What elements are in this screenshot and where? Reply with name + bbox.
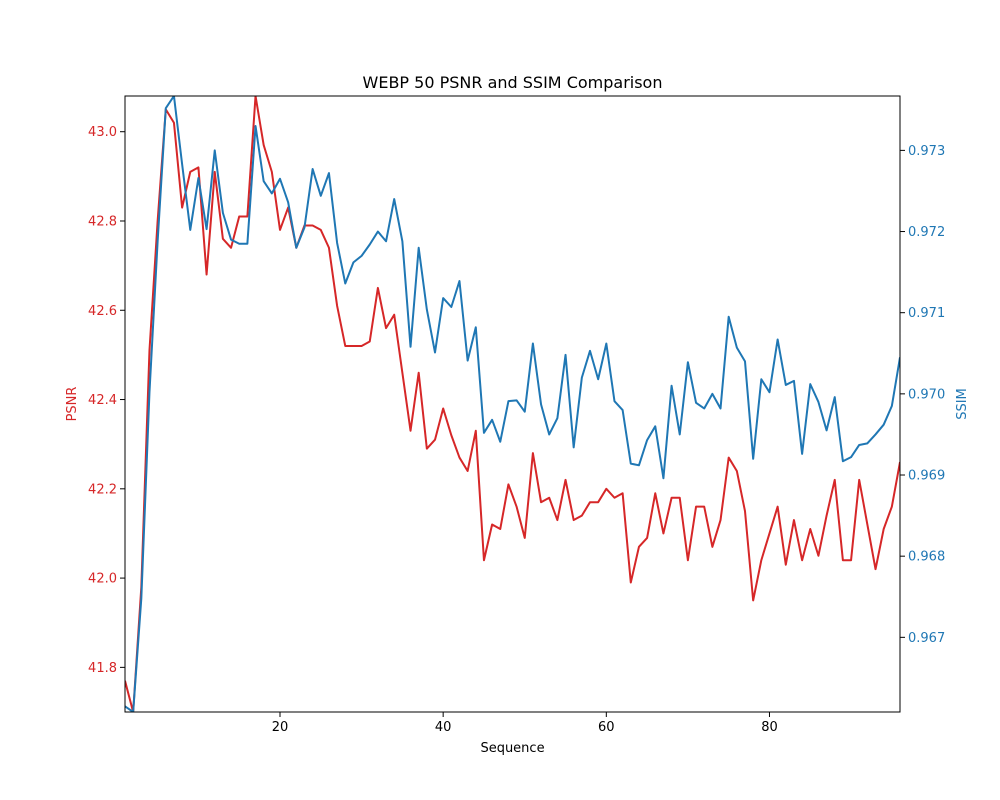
ssim-line <box>125 96 900 712</box>
y-left-tick-label: 42.8 <box>88 214 117 229</box>
y-left-tick-label: 42.0 <box>88 572 117 587</box>
y-axis-right-label: SSIM <box>955 388 970 420</box>
y-axis-left: 41.8 42.0 42.2 42.4 42.6 42.8 43.0 <box>88 125 125 676</box>
x-tick-label: 20 <box>272 720 289 735</box>
y-left-tick-label: 43.0 <box>88 125 117 140</box>
y-right-tick-label: 0.968 <box>908 550 945 565</box>
y-axis-left-label: PSNR <box>65 387 80 422</box>
y-left-tick-label: 42.2 <box>88 482 117 497</box>
x-tick-label: 60 <box>598 720 615 735</box>
plot-frame <box>124 95 901 713</box>
chart-title: WEBP 50 PSNR and SSIM Comparison <box>363 73 663 92</box>
y-right-tick-label: 0.972 <box>908 225 945 240</box>
y-axis-right: 0.967 0.968 0.969 0.970 0.971 0.972 0.973 <box>900 144 945 646</box>
y-right-tick-label: 0.973 <box>908 144 945 159</box>
x-tick-label: 80 <box>761 720 778 735</box>
psnr-line <box>125 96 900 712</box>
x-tick-label: 40 <box>435 720 452 735</box>
y-left-tick-label: 42.4 <box>88 393 117 408</box>
y-right-tick-label: 0.969 <box>908 469 945 484</box>
x-axis: 20 40 60 80 <box>272 712 778 735</box>
y-right-tick-label: 0.971 <box>908 306 945 321</box>
y-right-tick-label: 0.970 <box>908 387 945 402</box>
series-layer <box>125 96 900 712</box>
y-right-tick-label: 0.967 <box>908 631 945 646</box>
y-left-tick-label: 42.6 <box>88 304 117 319</box>
x-axis-label: Sequence <box>480 741 544 756</box>
y-left-tick-label: 41.8 <box>88 661 117 676</box>
